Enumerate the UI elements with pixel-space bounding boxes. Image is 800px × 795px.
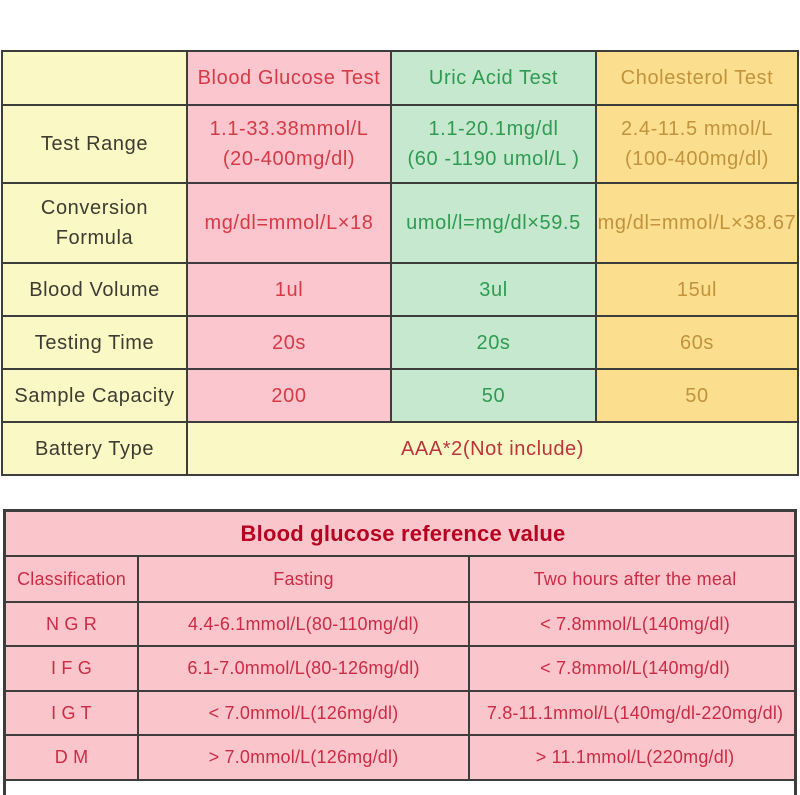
spec-row-battery-type: Battery Type AAA*2(Not include) (1, 421, 799, 476)
after-meal-cell: < 7.8mmol/L(140mg/dl) (467, 601, 794, 647)
spec-test-range-uric-acid: 1.1-20.1mg/dl (60 -1190 umol/L ) (390, 104, 597, 184)
reference-row-ngr: N G R 4.4-6.1mmol/L(80-110mg/dl) < 7.8mm… (6, 601, 794, 647)
spec-blood-volume-uric-acid: 3ul (390, 262, 597, 317)
spec-header-row: Blood Glucose Test Uric Acid Test Choles… (1, 50, 799, 106)
spec-row-testing-time: Testing Time 20s 20s 60s (1, 315, 799, 370)
value-line: (20-400mg/dl) (222, 148, 356, 170)
classification-cell: I G T (6, 690, 139, 736)
spec-row-test-range: Test Range 1.1-33.38mmol/L (20-400mg/dl)… (1, 104, 799, 184)
spec-blood-volume-cholesterol: 15ul (595, 262, 799, 317)
spec-label-sample-capacity: Sample Capacity (1, 368, 188, 423)
reference-title-row: Blood glucose reference value (6, 512, 794, 557)
spec-sample-capacity-glucose: 200 (186, 368, 392, 423)
reference-table: Blood glucose reference value Classifica… (3, 509, 797, 795)
value-line: (100-400mg/dl) (624, 148, 770, 170)
spec-header-uric-acid: Uric Acid Test (390, 50, 597, 106)
spec-conversion-glucose: mg/dl=mmol/L×18 (186, 182, 392, 264)
reference-header-row: Classification Fasting Two hours after t… (6, 555, 794, 603)
reference-row-igt: I G T < 7.0mmol/L(126mg/dl) 7.8-11.1mmol… (6, 690, 794, 736)
reference-table-title: Blood glucose reference value (6, 512, 794, 557)
spec-testing-time-cholesterol: 60s (595, 315, 799, 370)
spec-label-battery-type: Battery Type (1, 421, 188, 476)
spec-sample-capacity-cholesterol: 50 (595, 368, 799, 423)
fasting-cell: 4.4-6.1mmol/L(80-110mg/dl) (137, 601, 470, 647)
value-line: 2.4-11.5 mmol/L (620, 118, 774, 140)
value-line: 1.1-20.1mg/dl (428, 118, 559, 140)
reference-table-cutoff-row (6, 781, 794, 795)
fasting-cell: 6.1-7.0mmol/L(80-126mg/dl) (137, 645, 470, 692)
spec-label-conversion-formula: Conversion Formula (1, 182, 188, 264)
value-line: (60 -1190 umol/L ) (407, 148, 580, 170)
classification-cell: D M (6, 734, 139, 781)
value-line: 1.1-33.38mmol/L (209, 118, 369, 140)
spec-battery-value: AAA*2(Not include) (186, 421, 799, 476)
spec-conversion-uric-acid: umol/l=mg/dl×59.5 (390, 182, 597, 264)
after-meal-cell: 7.8-11.1mmol/L(140mg/dl-220mg/dl) (467, 690, 794, 736)
spec-test-range-glucose: 1.1-33.38mmol/L (20-400mg/dl) (186, 104, 392, 184)
reference-row-dm: D M > 7.0mmol/L(126mg/dl) > 11.1mmol/L(2… (6, 734, 794, 781)
spec-row-conversion-formula: Conversion Formula mg/dl=mmol/L×18 umol/… (1, 182, 799, 264)
fasting-cell: > 7.0mmol/L(126mg/dl) (137, 734, 470, 781)
spec-label-test-range: Test Range (1, 104, 188, 184)
spec-test-range-cholesterol: 2.4-11.5 mmol/L (100-400mg/dl) (595, 104, 799, 184)
reference-header-classification: Classification (6, 555, 139, 603)
spec-header-cholesterol: Cholesterol Test (595, 50, 799, 106)
after-meal-cell: > 11.1mmol/L(220mg/dl) (467, 734, 794, 781)
spec-conversion-cholesterol: mg/dl=mmol/L×38.67 (595, 182, 799, 264)
reference-header-fasting: Fasting (137, 555, 470, 603)
spec-testing-time-uric-acid: 20s (390, 315, 597, 370)
classification-cell: N G R (6, 601, 139, 647)
fasting-cell: < 7.0mmol/L(126mg/dl) (137, 690, 470, 736)
spec-blood-volume-glucose: 1ul (186, 262, 392, 317)
spec-label-blood-volume: Blood Volume (1, 262, 188, 317)
after-meal-cell: < 7.8mmol/L(140mg/dl) (467, 645, 794, 692)
spec-header-blood-glucose: Blood Glucose Test (186, 50, 392, 106)
product-spec-table: Blood Glucose Test Uric Acid Test Choles… (1, 50, 799, 476)
reference-table-grid: Blood glucose reference value Classifica… (6, 512, 794, 781)
classification-cell: I F G (6, 645, 139, 692)
reference-header-after-meal: Two hours after the meal (467, 555, 794, 603)
spec-row-sample-capacity: Sample Capacity 200 50 50 (1, 368, 799, 423)
spec-row-blood-volume: Blood Volume 1ul 3ul 15ul (1, 262, 799, 317)
spec-sample-capacity-uric-acid: 50 (390, 368, 597, 423)
spec-corner-cell (1, 50, 188, 106)
spec-label-testing-time: Testing Time (1, 315, 188, 370)
spec-testing-time-glucose: 20s (186, 315, 392, 370)
reference-row-ifg: I F G 6.1-7.0mmol/L(80-126mg/dl) < 7.8mm… (6, 645, 794, 692)
